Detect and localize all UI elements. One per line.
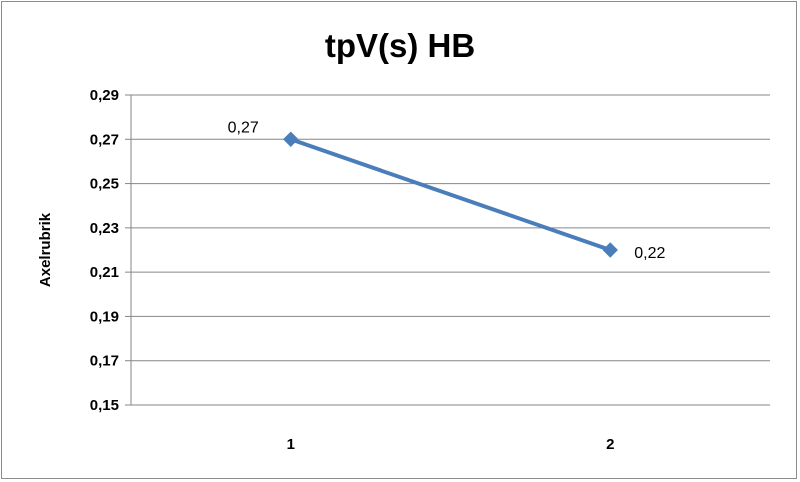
y-axis-label: Axelrubrik [37, 212, 54, 287]
gridlines [125, 94, 770, 406]
y-tick-label: 0,23 [90, 220, 119, 237]
x-tick-label: 1 [287, 436, 295, 453]
data-label: 0,27 [228, 119, 259, 136]
y-tick-label: 0,25 [90, 176, 119, 193]
data-label: 0,22 [634, 245, 665, 262]
y-tick-label: 0,17 [90, 353, 119, 370]
data-point-marker [283, 131, 299, 147]
y-tick-label: 0,27 [90, 131, 119, 148]
chart-title: tpV(s) HB [325, 27, 475, 64]
y-tick-label: 0,15 [90, 397, 119, 414]
y-tick-labels: 0,15 0,17 0,19 0,21 0,23 0,25 0,27 0,29 [90, 87, 119, 414]
y-tick-label: 0,21 [90, 264, 119, 281]
y-tick-label: 0,19 [90, 308, 119, 325]
x-tick-label: 2 [606, 436, 614, 453]
series-group: 0,27 0,22 [228, 119, 666, 262]
y-tick-label: 0,29 [90, 87, 119, 104]
data-point-marker [602, 242, 618, 258]
series-line [288, 137, 613, 252]
